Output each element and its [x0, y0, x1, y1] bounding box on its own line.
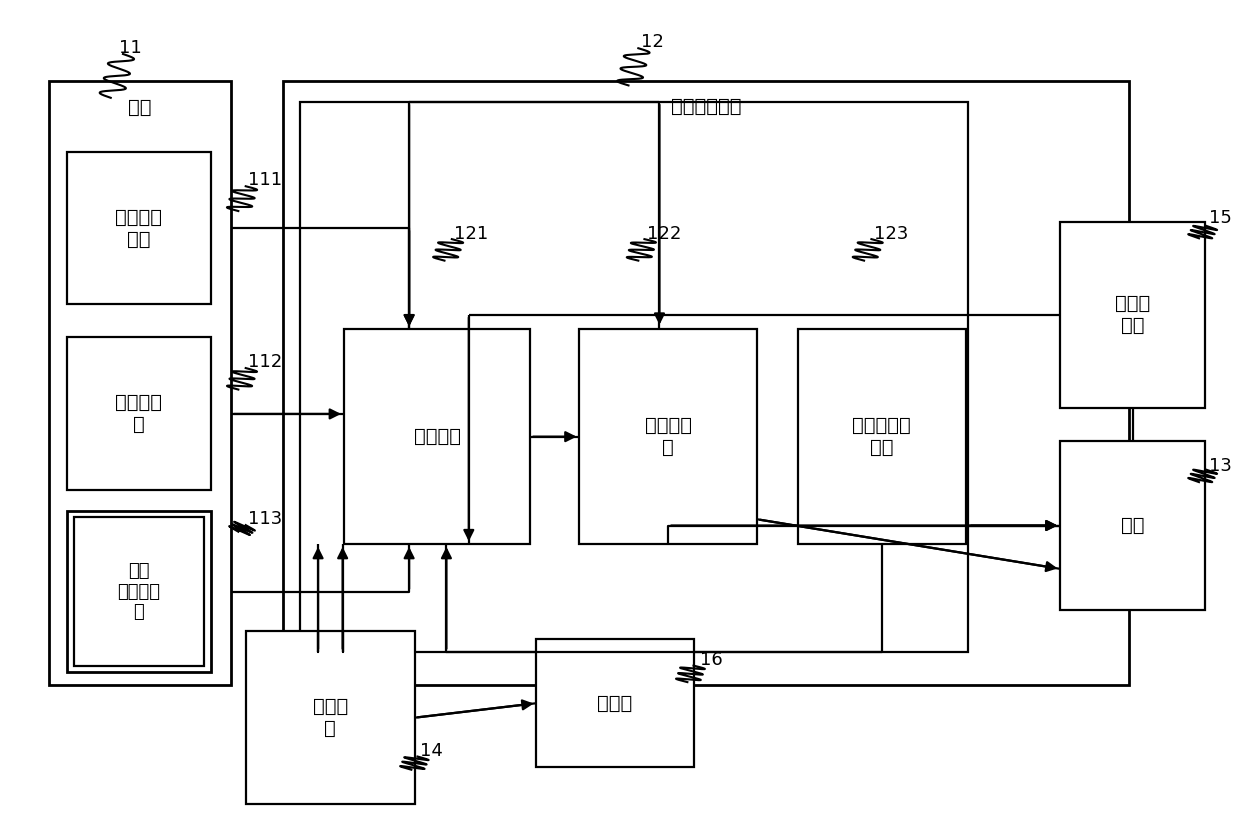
Bar [580, 329, 757, 544]
Text: 13: 13 [1209, 457, 1232, 474]
Bar [74, 517, 204, 666]
Text: 111: 111 [248, 171, 282, 190]
Bar [798, 329, 966, 544]
Text: 123: 123 [873, 225, 908, 243]
Text: 第二温度传
感器: 第二温度传 感器 [852, 416, 911, 457]
Text: 第一
温度传感
器: 第一 温度传感 器 [118, 562, 161, 622]
Text: 电机控制模块: 电机控制模块 [670, 97, 741, 116]
Bar [282, 82, 1129, 685]
Text: 电流检
测器: 电流检 测器 [1115, 295, 1150, 335]
Text: 显示屏: 显示屏 [597, 694, 633, 713]
Bar [300, 102, 969, 651]
Bar [536, 639, 694, 767]
Text: 121: 121 [455, 225, 488, 243]
Bar [245, 631, 415, 805]
Bar [67, 151, 212, 305]
Bar [1061, 441, 1206, 610]
Bar [344, 329, 530, 544]
Text: 电压检测
器: 电压检测 器 [115, 394, 162, 434]
Text: 电池管理
模块: 电池管理 模块 [115, 207, 162, 249]
Text: 15: 15 [1209, 209, 1232, 226]
Bar [67, 338, 212, 490]
Bar [67, 511, 212, 672]
Text: 16: 16 [700, 651, 722, 669]
Text: 微控制器: 微控制器 [414, 427, 461, 446]
Bar [50, 82, 230, 685]
Text: 122: 122 [647, 225, 681, 243]
Text: 113: 113 [248, 510, 282, 528]
Text: 112: 112 [248, 354, 282, 371]
Text: 12: 12 [641, 33, 664, 52]
Text: 操控模
块: 操控模 块 [312, 697, 348, 738]
Text: 14: 14 [420, 741, 442, 760]
Text: 电池: 电池 [129, 98, 152, 117]
Text: 电机驱动
器: 电机驱动 器 [644, 416, 691, 457]
Bar [1061, 222, 1206, 408]
Text: 11: 11 [119, 39, 142, 57]
Text: 电机: 电机 [1121, 516, 1145, 535]
